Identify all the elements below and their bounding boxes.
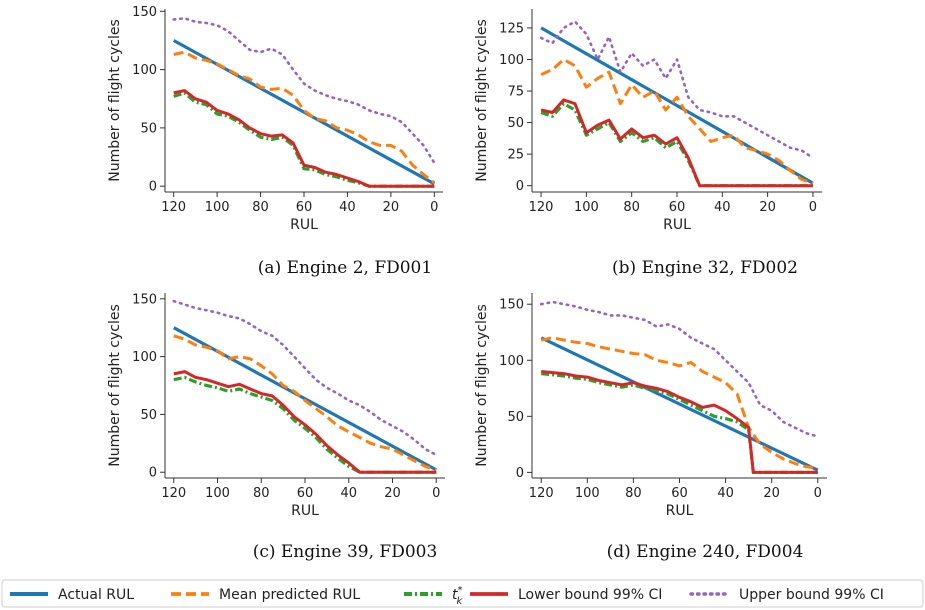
chart-panel-1: 120 100 80 60 40 20 0 0 50 100 150 RUL Number of fli… (107, 5, 443, 278)
series-line-mean (173, 334, 437, 472)
y-tick-label: 75 (507, 85, 524, 100)
series-line-mean (540, 336, 818, 470)
x-tick-label: 80 (253, 486, 270, 501)
y-tick-label: 100 (499, 354, 524, 369)
chart-panel-2: 120 100 80 60 40 20 0 0 25 50 75 100 125 RUL Number of… (474, 9, 822, 278)
x-tick-label: 20 (383, 200, 400, 215)
y-tick-label: 100 (499, 53, 524, 68)
x-tick-label: 80 (623, 200, 640, 215)
x-tick-label: 0 (430, 200, 438, 215)
panel-caption: (d) Engine 240, FD004 (607, 542, 804, 562)
series-line-tk (540, 102, 813, 188)
x-tick-label: 20 (384, 486, 401, 501)
x-tick-label: 60 (296, 200, 313, 215)
series-line-actual (540, 336, 819, 472)
x-axis-label: RUL (291, 503, 319, 519)
legend-label-tk: t* k (452, 585, 464, 607)
y-tick-label: 50 (507, 410, 524, 425)
chart-panels: 120 100 80 60 40 20 0 0 50 100 150 RUL Number of fli… (107, 5, 827, 562)
series-line-upper (539, 300, 820, 438)
x-tick-label: 60 (669, 200, 686, 215)
series-line-upper (539, 20, 815, 160)
series-line-mean (540, 58, 814, 185)
y-tick-label: 100 (132, 63, 157, 78)
series-line-tk (173, 375, 437, 474)
y-tick-label: 125 (499, 21, 524, 36)
series-line-actual (540, 26, 814, 185)
panel-caption: (b) Engine 32, FD002 (612, 258, 798, 278)
x-tick-label: 40 (717, 486, 734, 501)
x-tick-label: 120 (529, 486, 554, 501)
y-axis-label: Number of flight cycles (474, 19, 490, 182)
legend-label-actual: Actual RUL (58, 587, 134, 603)
y-axis-label: Number of flight cycles (107, 19, 123, 182)
x-tick-label: 100 (205, 486, 230, 501)
y-tick-label: 0 (516, 179, 524, 194)
series-line-lower (173, 89, 435, 188)
x-tick-label: 120 (161, 486, 186, 501)
chart-panel-4: 120 100 80 60 40 20 0 0 50 100 150 RUL Number of fli… (474, 293, 827, 562)
y-axis-label: Number of flight cycles (107, 304, 123, 467)
y-tick-label: 0 (516, 466, 524, 481)
x-tick-label: 40 (714, 200, 731, 215)
x-tick-label: 100 (574, 200, 599, 215)
legend: Actual RUL Mean predicted RUL t* k Lower bou… (1, 579, 924, 608)
x-tick-label: 0 (432, 486, 440, 501)
panel-caption: (a) Engine 2, FD001 (258, 258, 432, 278)
y-tick-label: 0 (149, 180, 157, 195)
x-tick-label: 20 (763, 486, 780, 501)
x-tick-label: 100 (575, 486, 600, 501)
x-tick-label: 60 (671, 486, 688, 501)
series-line-upper (172, 299, 438, 457)
x-tick-label: 20 (759, 200, 776, 215)
y-tick-label: 150 (499, 298, 524, 313)
chart-panel-3: 120 100 80 60 40 20 0 0 50 100 150 RUL Number of fli… (107, 292, 445, 562)
x-axis-label: RUL (663, 217, 691, 233)
series-line-tk (541, 372, 818, 474)
x-tick-label: 80 (625, 486, 642, 501)
y-tick-label: 150 (132, 292, 157, 307)
y-tick-label: 50 (140, 408, 157, 423)
y-tick-label: 25 (507, 148, 524, 163)
x-axis-label: RUL (290, 217, 318, 233)
legend-label-upper: Upper bound 99% CI (739, 587, 884, 603)
series-line-lower (173, 370, 437, 474)
series-line-upper (172, 16, 436, 165)
x-tick-label: 120 (161, 200, 186, 215)
y-tick-label: 100 (132, 350, 157, 365)
legend-label-lower: Lower bound 99% CI (518, 587, 662, 603)
x-tick-label: 100 (205, 200, 230, 215)
y-tick-label: 50 (507, 116, 524, 131)
x-tick-label: 80 (252, 200, 269, 215)
y-tick-label: 0 (149, 466, 157, 481)
y-tick-label: 150 (132, 5, 157, 20)
x-tick-label: 0 (809, 200, 817, 215)
x-tick-label: 120 (529, 200, 554, 215)
x-tick-label: 0 (814, 486, 822, 501)
legend-frame (1, 579, 924, 608)
series-line-mean (173, 50, 436, 184)
panel-caption: (c) Engine 39, FD003 (253, 542, 438, 562)
y-axis-label: Number of flight cycles (474, 304, 490, 467)
y-tick-label: 50 (140, 121, 157, 136)
series-line-lower (541, 370, 818, 474)
series-line-lower (540, 98, 813, 188)
x-tick-label: 40 (340, 486, 357, 501)
legend-label-mean: Mean predicted RUL (219, 587, 360, 603)
x-tick-label: 40 (339, 200, 356, 215)
x-axis-label: RUL (666, 503, 694, 519)
x-tick-label: 60 (297, 486, 314, 501)
